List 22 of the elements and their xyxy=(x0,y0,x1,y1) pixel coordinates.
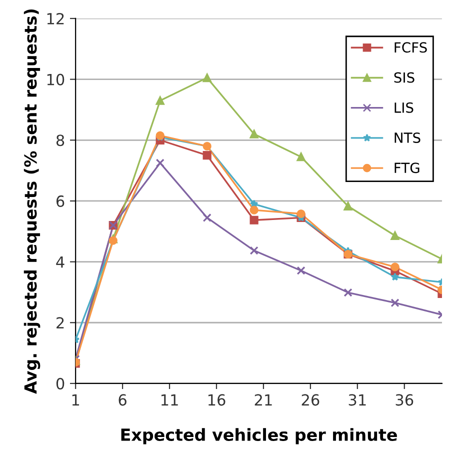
x-tick-label: 16 xyxy=(208,394,226,406)
legend-label: FCFS xyxy=(394,42,427,53)
x-tick-label: 6 xyxy=(118,394,126,406)
legend-label: NTS xyxy=(394,132,420,144)
legend-label: SIS xyxy=(394,72,414,83)
x-tick-label: 11 xyxy=(161,394,178,406)
y-tick-label: 6 xyxy=(56,195,64,207)
x-tick-label: 26 xyxy=(302,394,320,406)
y-tick-label: 8 xyxy=(56,134,64,146)
y-tick-label: 12 xyxy=(47,12,64,24)
y-tick-label: 2 xyxy=(56,317,64,328)
y-tick-label: 4 xyxy=(56,256,64,268)
x-tick-label: 21 xyxy=(254,394,272,406)
x-tick-label: 31 xyxy=(348,394,366,406)
y-tick-label: 10 xyxy=(47,74,64,86)
legend-label: LIS xyxy=(394,102,414,113)
y-axis-title: Avg. rejected requests (% sent requests) xyxy=(24,9,40,394)
x-tick-label: 1 xyxy=(72,394,80,406)
x-axis-title: Expected vehicles per minute xyxy=(121,428,397,444)
x-tick-label: 36 xyxy=(396,394,414,406)
y-tick-label: 0 xyxy=(56,378,64,390)
legend-label: FTG xyxy=(394,162,420,174)
